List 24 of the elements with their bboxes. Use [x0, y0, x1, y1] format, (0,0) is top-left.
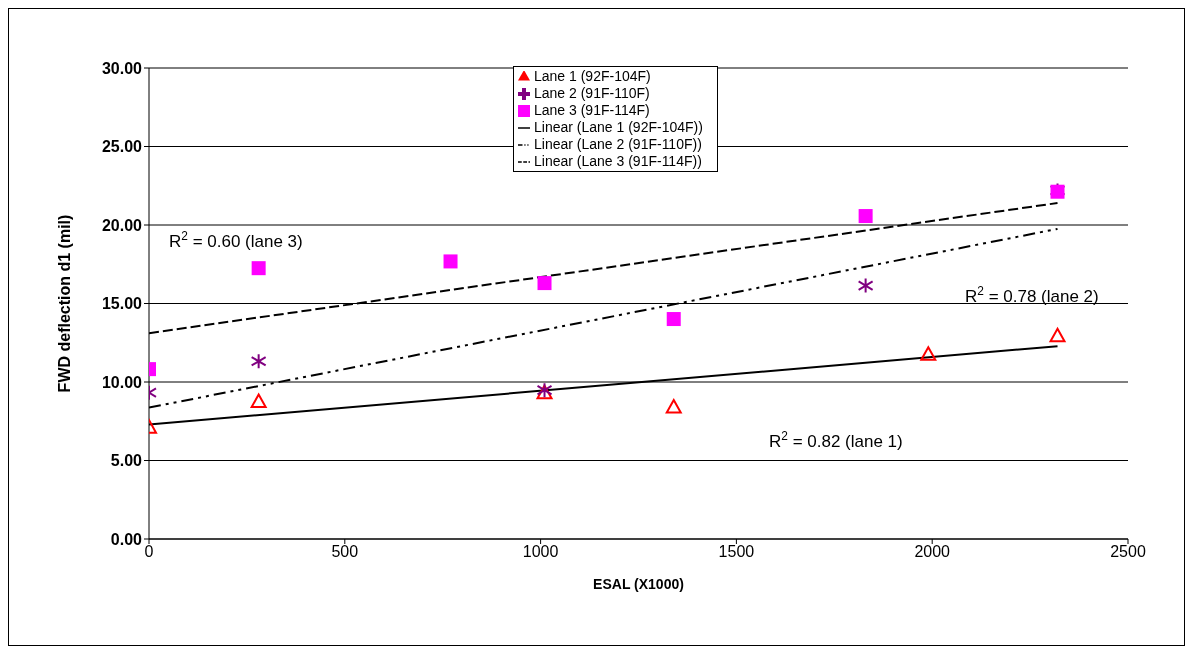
- x-tick-label: 500: [331, 543, 359, 561]
- x-tick-label: 0: [144, 543, 154, 561]
- y-tick-label: 20.00: [101, 216, 143, 234]
- legend-label: Lane 2 (91F-110F): [534, 85, 650, 101]
- x-tick-label: 1500: [718, 543, 755, 561]
- x-axis-title: ESAL (X1000): [593, 575, 684, 592]
- y-axis-title: FWD deflection d1 (mil): [55, 214, 73, 393]
- legend-label: Linear (Lane 1 (92F-104F)): [534, 119, 703, 135]
- legend-label: Lane 3 (91F-114F): [534, 102, 650, 118]
- legend-label: Linear (Lane 2 (91F-110F)): [534, 136, 702, 152]
- y-tick-label: 0.00: [110, 530, 143, 548]
- y-tick-label: 5.00: [110, 452, 143, 470]
- y-tick-label: 30.00: [101, 59, 143, 77]
- x-tick-label: 2000: [914, 543, 951, 561]
- legend-label: Linear (Lane 3 (91F-114F)): [534, 153, 702, 169]
- annotation: R$^{2}$ = 0.82 (lane 1): [769, 429, 903, 451]
- x-tick-label: 1000: [522, 543, 559, 561]
- legend-label: Lane 1 (92F-104F): [534, 68, 651, 84]
- y-tick-label: 15.00: [101, 295, 143, 313]
- y-tick-label: 10.00: [101, 373, 143, 391]
- annotation: R$^{2}$ = 0.60 (lane 3): [169, 229, 303, 251]
- annotation: R$^{2}$ = 0.78 (lane 2): [965, 284, 1099, 306]
- y-tick-label: 25.00: [101, 138, 143, 156]
- x-tick-label: 2500: [1110, 543, 1146, 561]
